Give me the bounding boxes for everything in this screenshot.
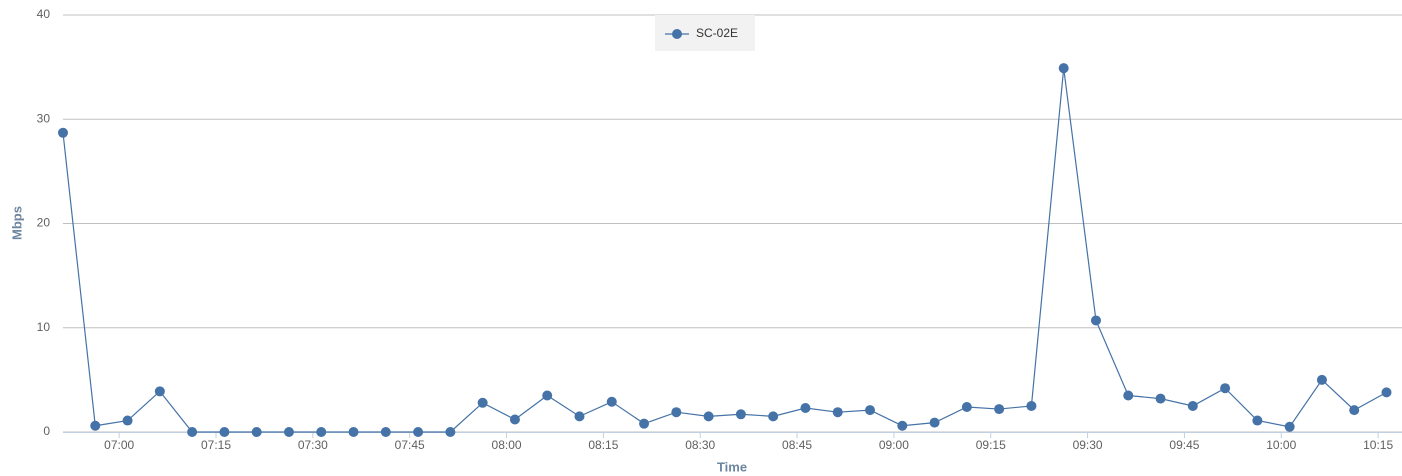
y-axis-title: Mbps <box>9 206 24 240</box>
data-point <box>90 420 101 431</box>
x-tick-label: 09:30 <box>1073 438 1103 452</box>
legend: SC-02E <box>655 15 755 51</box>
data-point <box>574 411 585 422</box>
x-tick-label: 08:15 <box>588 438 618 452</box>
data-point <box>219 427 230 437</box>
data-point <box>832 407 843 418</box>
x-tick-label: 08:30 <box>685 438 715 452</box>
data-point <box>316 427 327 437</box>
y-tick-label: 40 <box>37 7 51 21</box>
data-point <box>703 411 714 422</box>
data-point <box>735 409 746 420</box>
data-point <box>606 396 617 407</box>
y-tick-label: 0 <box>43 424 50 438</box>
data-point <box>413 427 424 437</box>
data-point <box>1349 405 1360 416</box>
data-point <box>251 427 262 437</box>
x-tick-label: 07:30 <box>298 438 328 452</box>
data-point <box>445 427 456 437</box>
x-tick-label: 10:00 <box>1266 438 1296 452</box>
data-point <box>1252 415 1263 426</box>
data-point <box>477 397 488 408</box>
data-point <box>380 427 391 437</box>
x-tick-label: 10:15 <box>1363 438 1393 452</box>
series-line <box>62 68 1387 433</box>
x-tick-label: 08:45 <box>782 438 812 452</box>
data-point <box>1220 383 1231 394</box>
data-point <box>1284 421 1295 432</box>
x-tick-label: 07:00 <box>104 438 134 452</box>
x-tick-label: 09:15 <box>976 438 1006 452</box>
data-point <box>865 405 876 416</box>
data-point <box>1381 387 1392 398</box>
data-point <box>58 127 68 138</box>
x-tick-label: 08:00 <box>492 438 522 452</box>
data-point <box>122 415 133 426</box>
data-point <box>768 411 779 422</box>
data-point <box>1123 390 1134 401</box>
legend-label: SC-02E <box>696 26 738 40</box>
y-tick-label: 30 <box>37 111 51 125</box>
data-point <box>1316 374 1327 385</box>
data-point <box>283 427 294 437</box>
x-axis-title: Time <box>717 459 747 474</box>
legend-box <box>655 15 755 51</box>
data-point <box>509 414 520 425</box>
data-point <box>1058 63 1069 74</box>
data-point <box>542 390 553 401</box>
data-point <box>929 417 940 428</box>
data-point <box>1187 400 1198 411</box>
y-tick-label: 20 <box>37 216 51 230</box>
data-point <box>897 420 908 431</box>
x-tick-label: 07:15 <box>201 438 231 452</box>
data-point <box>800 403 811 414</box>
x-tick-label: 09:45 <box>1169 438 1199 452</box>
data-point <box>1026 400 1037 411</box>
y-tick-label: 10 <box>37 320 51 334</box>
data-point <box>348 427 359 437</box>
data-point <box>187 427 198 437</box>
data-point <box>671 407 682 418</box>
data-point <box>639 418 650 429</box>
data-point <box>1155 393 1166 404</box>
data-point <box>994 404 1005 415</box>
x-tick-label: 09:00 <box>879 438 909 452</box>
x-tick-label: 07:45 <box>395 438 425 452</box>
data-point <box>1090 315 1101 326</box>
legend-marker <box>672 29 682 39</box>
data-point <box>961 401 972 412</box>
data-point <box>154 386 165 397</box>
